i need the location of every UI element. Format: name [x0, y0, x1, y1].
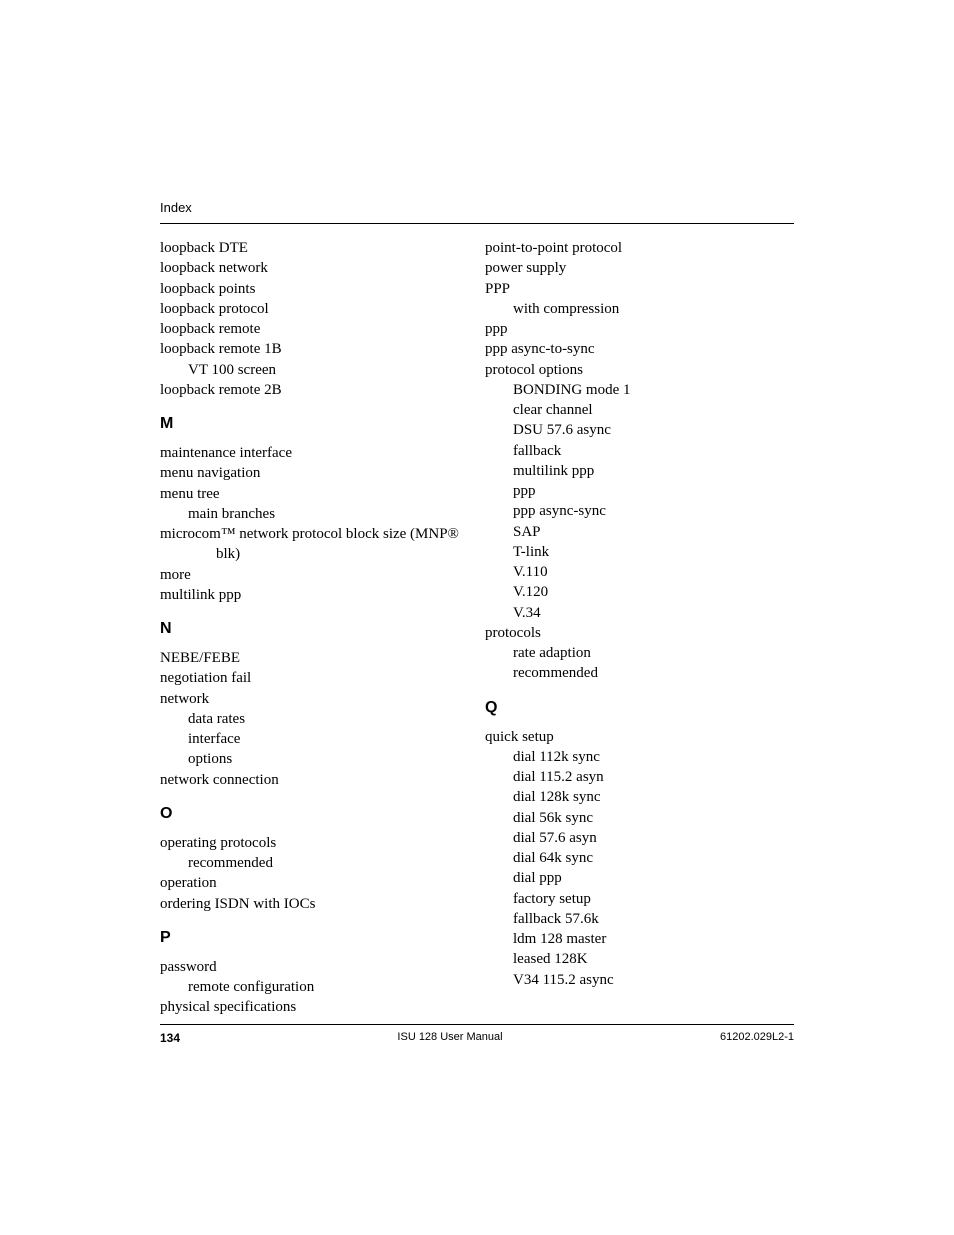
index-entry: protocol options	[485, 360, 794, 380]
index-entry: dial 112k sync	[485, 747, 794, 767]
column-left: loopback DTEloopback networkloopback poi…	[160, 238, 477, 1018]
index-entry: maintenance interface	[160, 443, 477, 463]
footer-right: 61202.029L2-1	[720, 1031, 794, 1045]
footer: 134 ISU 128 User Manual 61202.029L2-1	[160, 1024, 794, 1045]
index-entry: loopback network	[160, 258, 477, 278]
index-entry: point-to-point protocol	[485, 238, 794, 258]
index-entry: loopback remote	[160, 319, 477, 339]
index-entry: loopback remote 1B	[160, 339, 477, 359]
footer-rule	[160, 1024, 794, 1025]
index-entry: interface	[160, 729, 477, 749]
index-entry: menu navigation	[160, 463, 477, 483]
index-entry: microcom™ network protocol block size (M…	[160, 524, 477, 565]
index-entry: negotiation fail	[160, 668, 477, 688]
index-entry: ldm 128 master	[485, 929, 794, 949]
index-entry: multilink ppp	[485, 461, 794, 481]
block-p-cont: point-to-point protocolpower supplyPPPwi…	[485, 238, 794, 684]
index-entry: menu tree	[160, 484, 477, 504]
section-letter-o: O	[160, 805, 477, 823]
page-number: 134	[160, 1031, 180, 1045]
block-p: passwordremote configurationphysical spe…	[160, 957, 477, 1018]
page-content: Index loopback DTEloopback networkloopba…	[0, 0, 954, 1078]
index-entry: dial 56k sync	[485, 808, 794, 828]
index-entry: with compression	[485, 299, 794, 319]
footer-center: ISU 128 User Manual	[397, 1031, 502, 1045]
index-entry: ppp async-to-sync	[485, 339, 794, 359]
index-entry: dial 128k sync	[485, 787, 794, 807]
index-entry: V.120	[485, 582, 794, 602]
index-entry: dial 57.6 asyn	[485, 828, 794, 848]
index-entry: clear channel	[485, 400, 794, 420]
index-entry: V.34	[485, 603, 794, 623]
header-rule	[160, 223, 794, 224]
block-n: NEBE/FEBEnegotiation failnetworkdata rat…	[160, 648, 477, 790]
index-entry: dial ppp	[485, 868, 794, 888]
block-m: maintenance interfacemenu navigationmenu…	[160, 443, 477, 605]
index-entry: physical specifications	[160, 997, 477, 1017]
index-entry: multilink ppp	[160, 585, 477, 605]
column-right: point-to-point protocolpower supplyPPPwi…	[477, 238, 794, 1018]
index-entry: more	[160, 565, 477, 585]
index-entry: VT 100 screen	[160, 360, 477, 380]
section-letter-m: M	[160, 415, 477, 433]
block-initial: loopback DTEloopback networkloopback poi…	[160, 238, 477, 400]
index-entry: leased 128K	[485, 949, 794, 969]
index-entry: ordering ISDN with IOCs	[160, 894, 477, 914]
index-entry: NEBE/FEBE	[160, 648, 477, 668]
index-entry: PPP	[485, 279, 794, 299]
index-entry: rate adaption	[485, 643, 794, 663]
index-entry: loopback points	[160, 279, 477, 299]
footer-row: 134 ISU 128 User Manual 61202.029L2-1	[160, 1031, 794, 1045]
index-entry: network	[160, 689, 477, 709]
index-entry: protocols	[485, 623, 794, 643]
index-entry: V34 115.2 async	[485, 970, 794, 990]
index-entry: loopback remote 2B	[160, 380, 477, 400]
index-entry: dial 115.2 asyn	[485, 767, 794, 787]
index-entry: fallback	[485, 441, 794, 461]
section-letter-n: N	[160, 620, 477, 638]
index-entry: recommended	[160, 853, 477, 873]
index-entry: ppp	[485, 481, 794, 501]
index-entry: SAP	[485, 522, 794, 542]
index-entry: operating protocols	[160, 833, 477, 853]
header-title: Index	[160, 200, 794, 215]
index-entry: network connection	[160, 770, 477, 790]
index-entry: power supply	[485, 258, 794, 278]
index-entry: main branches	[160, 504, 477, 524]
index-entry: BONDING mode 1	[485, 380, 794, 400]
index-entry: ppp	[485, 319, 794, 339]
block-o: operating protocolsrecommendedoperationo…	[160, 833, 477, 914]
index-entry: dial 64k sync	[485, 848, 794, 868]
index-entry: recommended	[485, 663, 794, 683]
index-entry: ppp async-sync	[485, 501, 794, 521]
index-entry: quick setup	[485, 727, 794, 747]
index-entry: loopback DTE	[160, 238, 477, 258]
section-letter-q: Q	[485, 699, 794, 717]
block-q: quick setupdial 112k syncdial 115.2 asyn…	[485, 727, 794, 990]
index-entry: V.110	[485, 562, 794, 582]
index-entry: loopback protocol	[160, 299, 477, 319]
index-columns: loopback DTEloopback networkloopback poi…	[160, 238, 794, 1018]
section-letter-p: P	[160, 929, 477, 947]
index-entry: password	[160, 957, 477, 977]
index-entry: operation	[160, 873, 477, 893]
index-entry: data rates	[160, 709, 477, 729]
index-entry: fallback 57.6k	[485, 909, 794, 929]
index-entry: DSU 57.6 async	[485, 420, 794, 440]
index-entry: remote configuration	[160, 977, 477, 997]
index-entry: factory setup	[485, 889, 794, 909]
index-entry: options	[160, 749, 477, 769]
index-entry: T-link	[485, 542, 794, 562]
